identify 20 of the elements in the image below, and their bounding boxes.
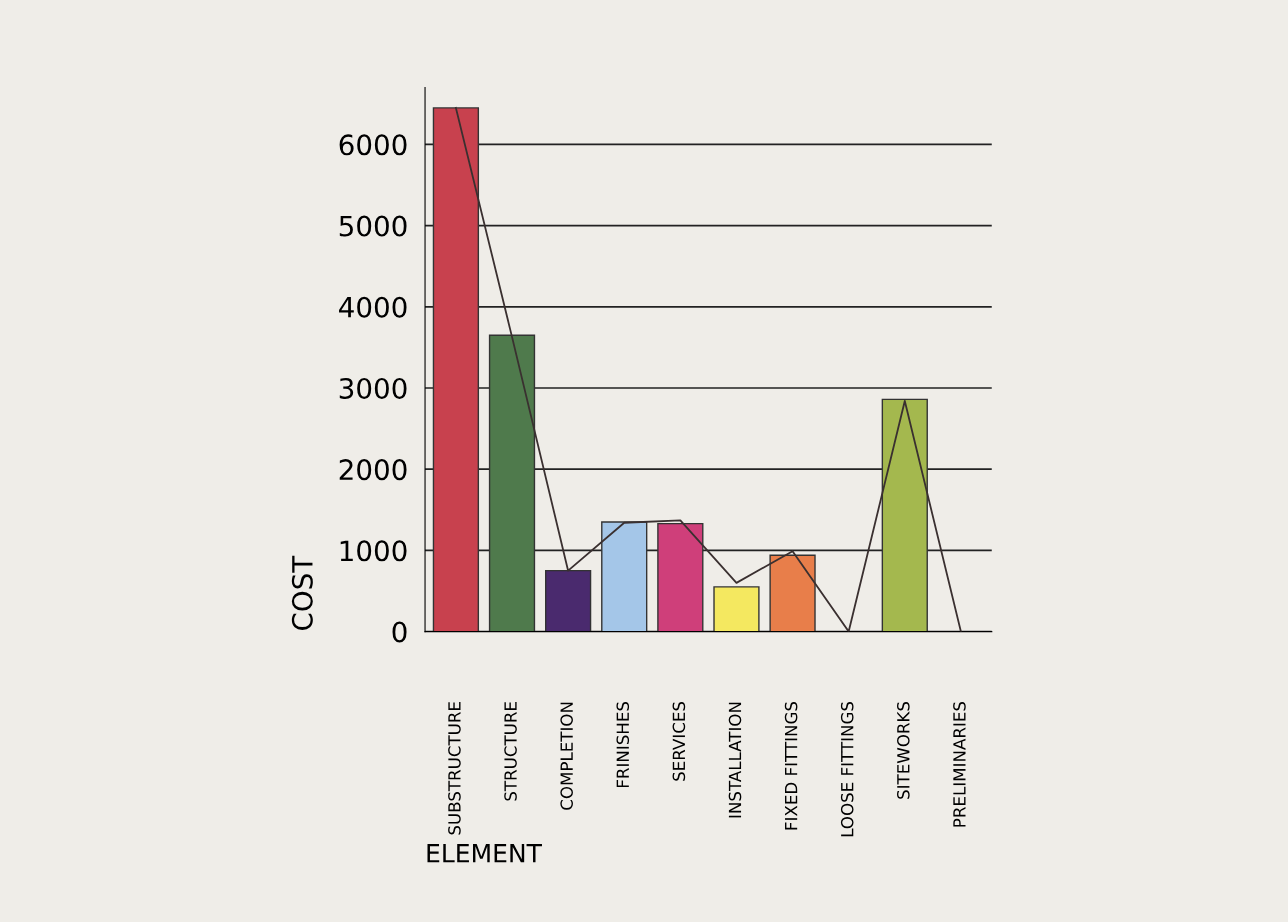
y-tick-label: 1000: [340, 540, 407, 562]
y-tick-label: 6000: [339, 134, 407, 156]
y-tick-label: 3000: [339, 377, 407, 399]
x-tick-label: FIXED FITTINGS: [784, 701, 798, 830]
x-tick-label: SITEWORKS: [897, 701, 910, 799]
y-tick-label: 2000: [339, 459, 407, 481]
x-tick-label: INSTALLATION: [728, 702, 742, 818]
bar: [713, 586, 760, 632]
x-tick-label: FRINISHES: [616, 701, 630, 788]
x-tick-label: PRELIMINARIES: [953, 701, 966, 827]
x-axis-title: ELEMENT: [427, 844, 542, 863]
x-tick-label: STRUCTURE: [504, 702, 517, 801]
x-tick-label: SUBSTRUCTURE: [448, 702, 461, 835]
x-tick-label: SERVICES: [672, 701, 686, 781]
y-tick-label: 0: [392, 621, 407, 643]
y-tick-label: 4000: [339, 296, 407, 318]
y-tick-label: 5000: [339, 215, 407, 237]
y-axis-title: COST: [291, 555, 313, 631]
x-tick-label: COMPLETION: [560, 702, 573, 810]
x-tick-label: LOOSE FITTINGS: [840, 701, 854, 837]
